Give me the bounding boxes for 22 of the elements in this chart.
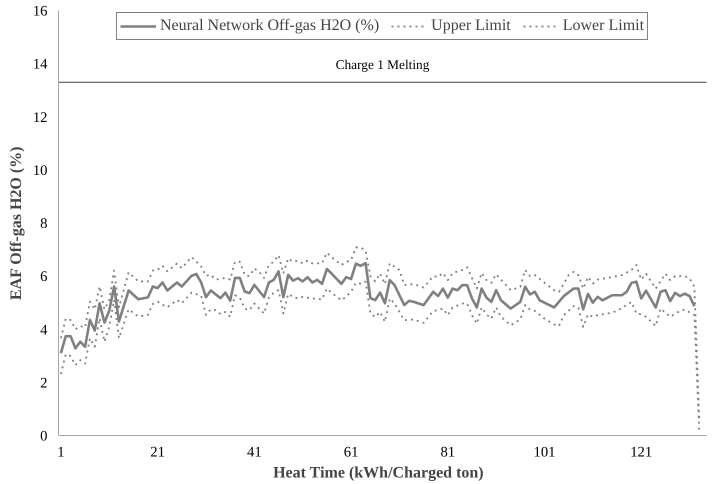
ref-line-label: Charge 1 Melting (336, 57, 430, 72)
x-tick-label: 1 (57, 444, 65, 460)
x-tick-label: 41 (247, 444, 262, 460)
x-tick-label: 81 (440, 444, 456, 460)
legend-label: Neural Network Off-gas H2O (%) (160, 17, 380, 35)
x-axis-title: Heat Time (kWh/Charged ton) (273, 464, 484, 482)
legend-label: Lower Limit (562, 17, 644, 35)
y-tick-label: 2 (40, 375, 48, 392)
legend-label: Upper Limit (431, 17, 511, 35)
y-tick-label: 4 (40, 322, 48, 338)
x-tick-label: 101 (534, 444, 556, 460)
x-tick-label: 121 (630, 444, 652, 460)
y-axis-title: EAF Off-gas H2O (%) (8, 146, 25, 300)
x-tick-label: 61 (344, 444, 358, 460)
y-tick-label: 12 (32, 110, 48, 126)
x-tick-label: 21 (150, 444, 165, 460)
y-tick-label: 16 (32, 4, 48, 20)
y-tick-label: 6 (40, 269, 48, 286)
y-tick-label: 10 (32, 162, 48, 179)
y-tick-label: 8 (40, 216, 48, 232)
y-tick-label: 14 (32, 56, 48, 73)
y-tick-label: 0 (40, 428, 48, 444)
